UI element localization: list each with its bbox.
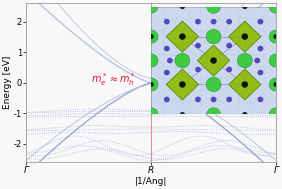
Text: $m^*_e \approx m^*_h$: $m^*_e \approx m^*_h$ (91, 71, 136, 88)
X-axis label: |1/Ang|: |1/Ang| (135, 177, 167, 186)
Y-axis label: Energy [eV]: Energy [eV] (3, 56, 12, 109)
